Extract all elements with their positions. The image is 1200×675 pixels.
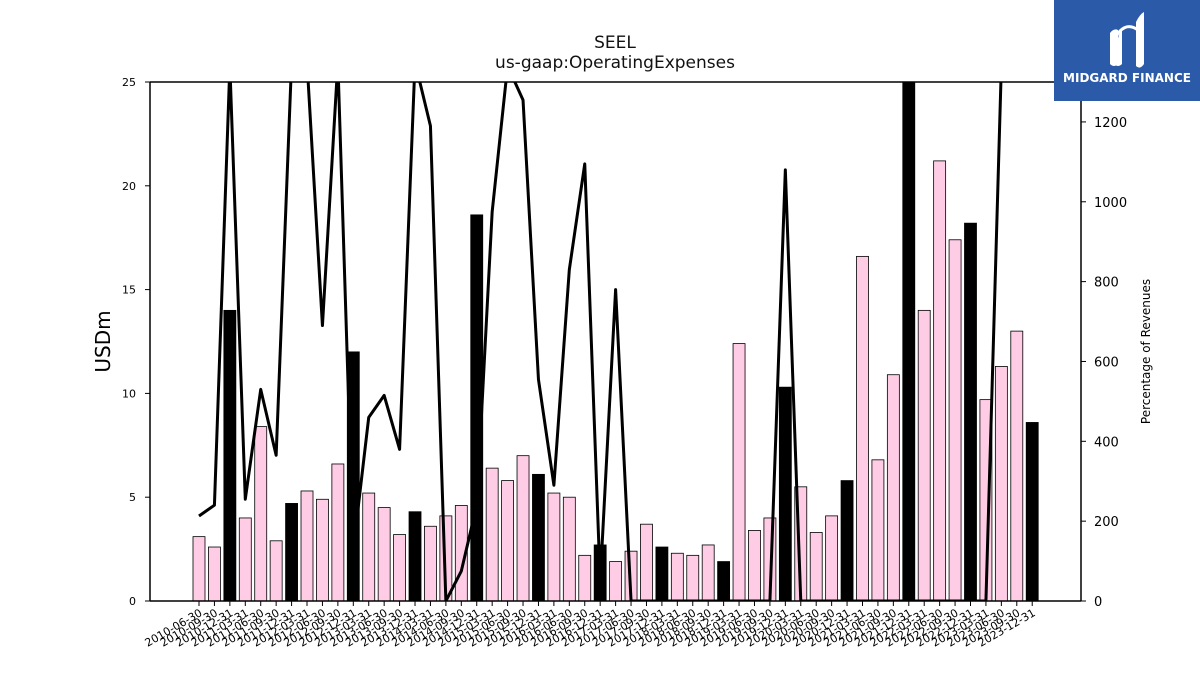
bar <box>285 503 298 602</box>
y2-axis-label: Percentage of Revenues <box>1139 279 1153 424</box>
bar <box>501 480 515 602</box>
bar <box>701 544 715 602</box>
bar <box>331 463 345 602</box>
y2-tick-label: 800 <box>1094 276 1119 291</box>
logo-text: MIDGARD FINANCE <box>1063 71 1191 85</box>
bar <box>933 160 947 602</box>
bar <box>485 467 499 602</box>
logo-mark-icon <box>1110 12 1144 68</box>
bar <box>254 426 268 602</box>
bar <box>809 532 823 602</box>
chart-subtitle: us-gaap:OperatingExpenses <box>495 53 735 73</box>
bar <box>670 552 684 602</box>
midgard-finance-logo: MIDGARD FINANCE <box>1054 0 1200 101</box>
y2-tick-label: 600 <box>1094 355 1119 370</box>
bar <box>856 255 869 602</box>
bar <box>948 239 962 602</box>
bar <box>640 523 653 602</box>
bar <box>748 530 761 602</box>
y-tick-label: 10 <box>122 387 136 400</box>
bar <box>362 492 376 602</box>
y2-tick-label: 200 <box>1094 515 1119 530</box>
bar <box>609 561 623 602</box>
bar <box>424 525 437 602</box>
bar <box>994 366 1008 602</box>
bar <box>208 546 221 602</box>
bar <box>269 540 283 602</box>
bar <box>532 473 545 602</box>
y2-tick-label: 1200 <box>1094 116 1127 131</box>
bars <box>192 81 1039 602</box>
bar <box>377 507 391 602</box>
pct-revenue-line <box>198 82 1003 601</box>
bar <box>316 498 329 602</box>
y-tick-label: 25 <box>122 76 136 89</box>
bar <box>717 561 731 602</box>
y-tick-label: 0 <box>129 595 136 608</box>
bar <box>917 309 931 602</box>
bar <box>516 455 530 602</box>
bar <box>686 554 700 602</box>
bar <box>840 480 854 602</box>
y-axis-label: USDm <box>91 310 115 372</box>
bar <box>408 511 422 602</box>
bar <box>655 546 669 602</box>
y-tick-label: 15 <box>122 284 136 297</box>
y-tick-label: 20 <box>122 180 136 193</box>
y2-tick-label: 400 <box>1094 435 1119 450</box>
bar <box>1025 422 1039 602</box>
bar <box>902 81 916 602</box>
y-tick-label: 5 <box>129 491 136 504</box>
bar <box>393 534 406 602</box>
bar <box>223 309 237 602</box>
bar <box>562 496 576 602</box>
bar <box>238 517 252 602</box>
y2-tick-label: 0 <box>1094 595 1102 610</box>
bar <box>192 536 206 602</box>
bar <box>886 374 900 602</box>
bar <box>1010 330 1024 602</box>
bar <box>964 222 977 602</box>
y2-tick-label: 1000 <box>1094 196 1127 211</box>
bar <box>871 459 885 602</box>
bar <box>825 515 839 602</box>
bar <box>547 492 561 602</box>
bar <box>732 343 746 602</box>
chart-title: SEEL <box>594 33 636 53</box>
bar <box>578 554 592 602</box>
bar <box>778 386 792 602</box>
bar <box>300 490 314 602</box>
